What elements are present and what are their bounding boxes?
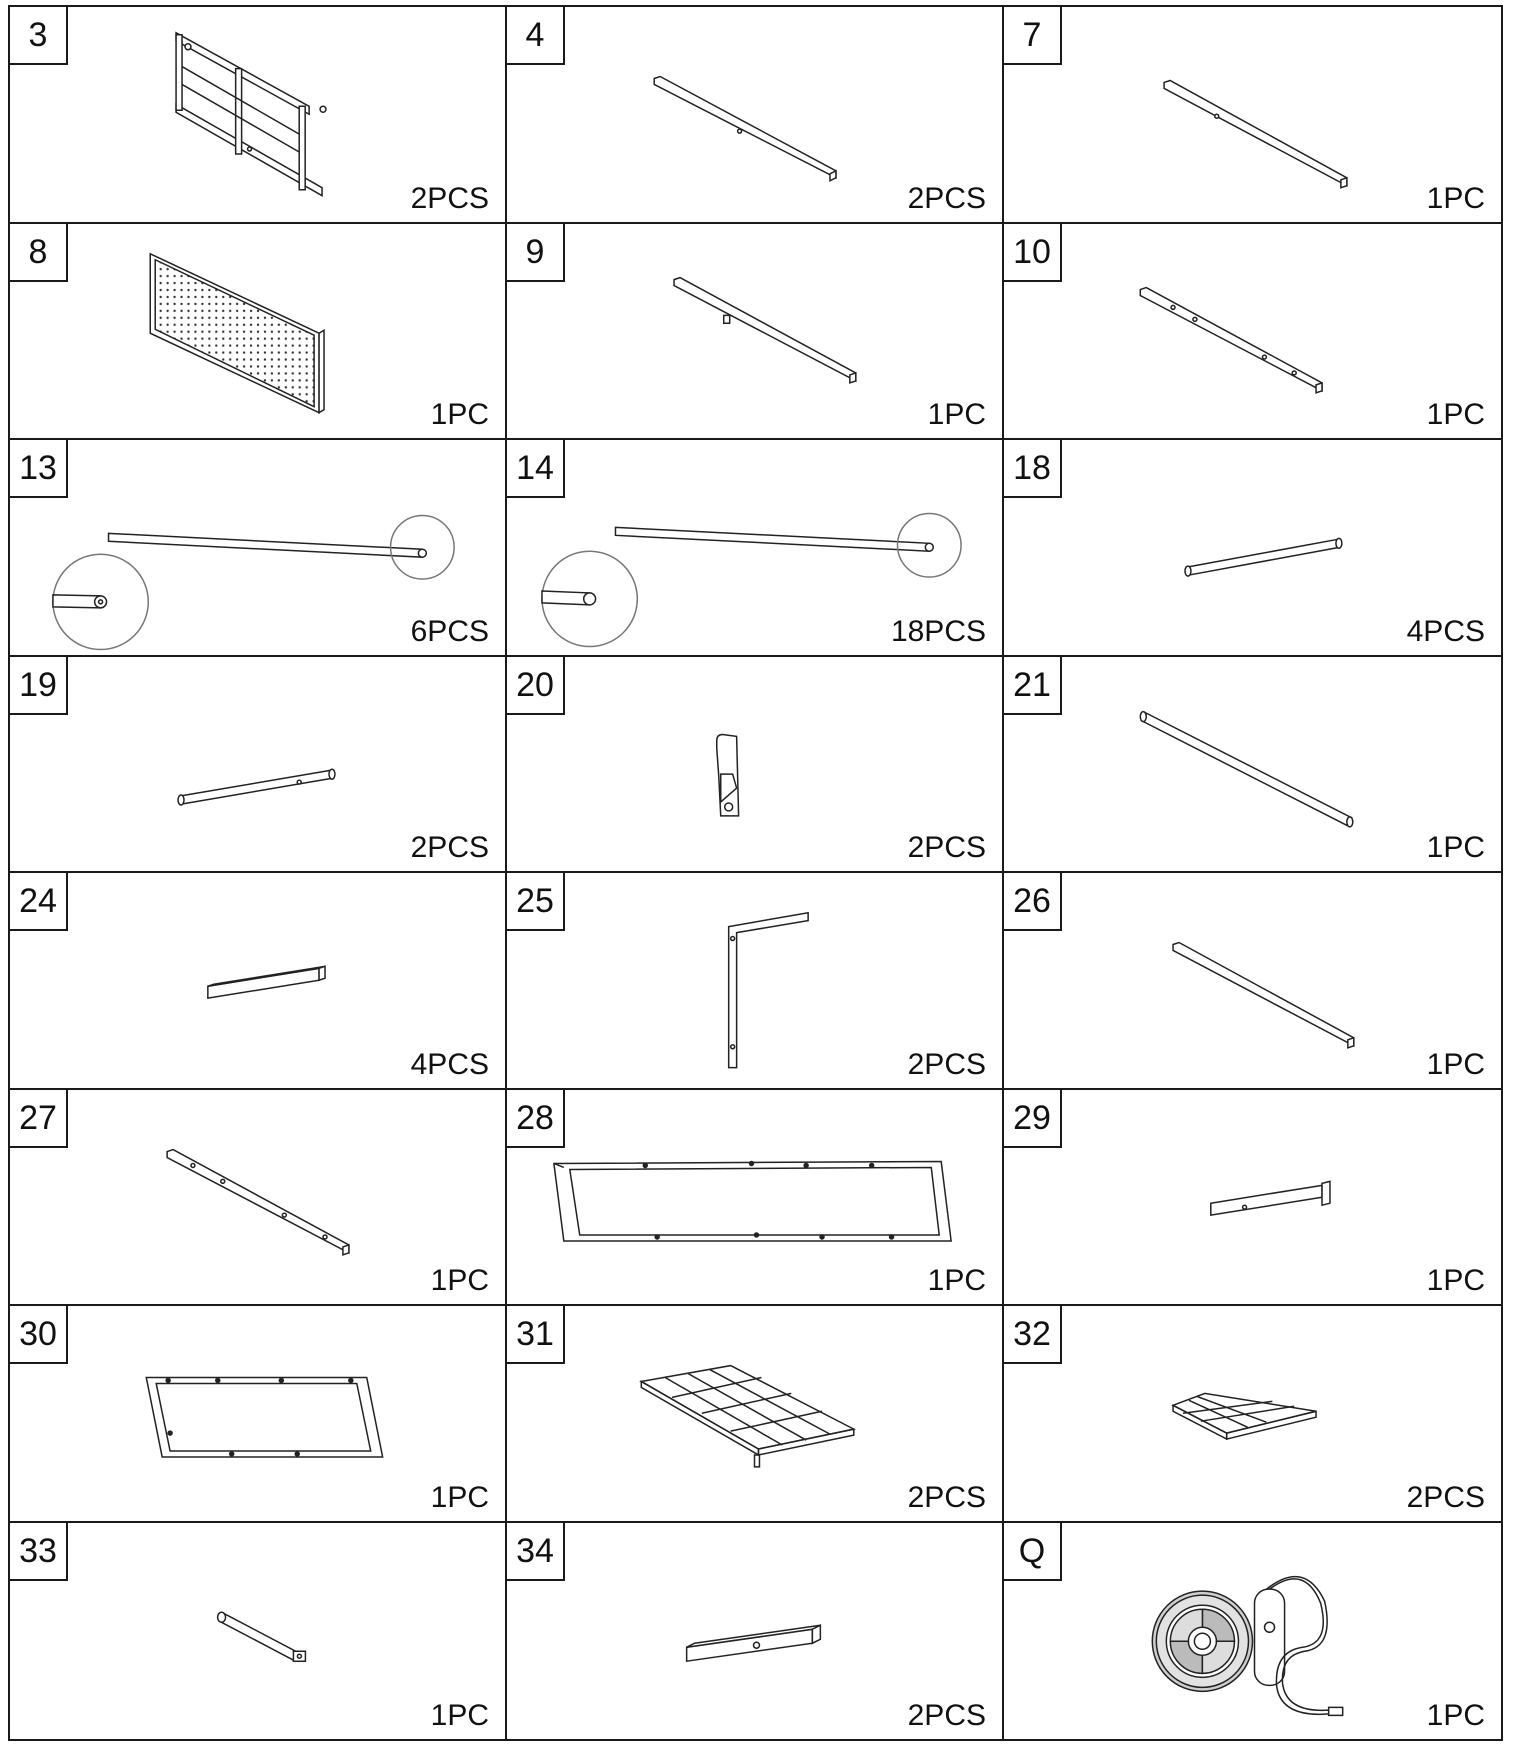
part-number: 27 [10, 1089, 68, 1148]
part-cell-13: 13 6PCS [10, 440, 507, 657]
part-cell-7: 7 1PC [1004, 7, 1501, 224]
quantity: 1PC [927, 1264, 986, 1297]
quantity: 1PC [1426, 1699, 1485, 1732]
quantity: 2PCS [907, 1047, 986, 1081]
quantity: 4PCS [410, 1047, 489, 1081]
quantity: 2PCS [907, 1699, 986, 1732]
part-cell-31: 31 2PCS [507, 1306, 1004, 1523]
part-number: 13 [10, 440, 68, 498]
part-cell-8: 8 1PC [10, 223, 507, 440]
hook-bracket-icon [507, 657, 1002, 872]
short-rod-with-fitting-icon [10, 1523, 505, 1740]
part-number: 7 [1004, 7, 1062, 65]
part-cell-10: 10 1PC [1004, 223, 1501, 440]
quantity: 1PC [430, 1480, 489, 1514]
quantity: 1PC [1426, 1264, 1485, 1297]
quantity: 1PC [1426, 831, 1485, 864]
part-cell-20: 20 2PCS [507, 656, 1004, 873]
part-cell-14: 14 18PCS [507, 440, 1004, 657]
part-number: 21 [1004, 656, 1062, 715]
part-number: 33 [10, 1522, 68, 1581]
quantity: 1PC [430, 1264, 489, 1297]
long-tube-with-detail-icon [507, 440, 1002, 655]
quantity: 1PC [927, 398, 986, 431]
part-number: 18 [1004, 440, 1062, 498]
part-cell-18: 18 4PCS [1004, 440, 1501, 657]
quantity: 6PCS [410, 614, 489, 648]
part-cell-9: 9 1PC [507, 223, 1004, 440]
led-strip-reel-with-controller-icon [1004, 1523, 1501, 1740]
quantity: 1PC [430, 1699, 489, 1732]
part-number: 9 [507, 223, 565, 282]
short-square-bar-icon [10, 873, 505, 1088]
square-bar-icon [507, 7, 1002, 222]
part-cell-33: 33 1PC [10, 1522, 507, 1740]
part-number: 24 [10, 873, 68, 931]
quantity: 4PCS [1406, 614, 1485, 648]
quantity: 2PCS [410, 181, 489, 215]
part-cell-26: 26 1PC [1004, 873, 1501, 1090]
part-number: 10 [1004, 223, 1062, 282]
part-number: 28 [507, 1089, 565, 1148]
long-rod-icon [1004, 657, 1501, 872]
quantity: 2PCS [907, 831, 986, 864]
pegboard-panel-icon [10, 224, 505, 439]
part-cell-34: 34 2PCS [507, 1522, 1004, 1740]
short-tube-with-hole-icon [10, 657, 505, 872]
quantity: 1PC [1426, 398, 1485, 431]
part-cell-4: 4 2PCS [507, 7, 1004, 224]
short-tube-icon [1004, 440, 1501, 655]
quantity: 18PCS [890, 614, 986, 648]
part-cell-q: Q 1PC [1004, 1522, 1501, 1740]
part-number: 14 [507, 440, 565, 498]
part-number: 30 [10, 1306, 68, 1364]
part-cell-28: 28 1PC [507, 1089, 1004, 1306]
part-cell-32: 32 2PCS [1004, 1306, 1501, 1523]
part-cell-3: 3 2PCS [10, 7, 507, 224]
large-rectangular-frame-icon [507, 1090, 1002, 1305]
part-cell-30: 30 1PC [10, 1306, 507, 1523]
part-number: 20 [507, 656, 565, 715]
part-number: 32 [1004, 1306, 1062, 1364]
part-cell-25: 25 2PCS [507, 873, 1004, 1090]
square-bar-icon [1004, 873, 1501, 1088]
quantity: 1PC [1426, 181, 1485, 215]
square-bar-with-holes-icon [1004, 224, 1501, 439]
square-bar-with-hole-icon [1004, 7, 1501, 222]
part-number: 4 [507, 7, 565, 65]
l-shaped-bracket-icon [507, 873, 1002, 1088]
quantity: 2PCS [1406, 1480, 1485, 1514]
square-bar-with-hole-icon [507, 1523, 1002, 1740]
part-cell-21: 21 1PC [1004, 656, 1501, 873]
parts-list-grid: 3 2PCS 4 2PCS [8, 5, 1503, 1741]
part-number: 19 [10, 656, 68, 715]
long-tube-with-detail-icon [10, 440, 505, 655]
part-number: 31 [507, 1306, 565, 1364]
part-number: 3 [10, 7, 68, 65]
part-cell-24: 24 4PCS [10, 873, 507, 1090]
quantity: 1PC [430, 398, 489, 431]
bar-with-end-bracket-icon [1004, 1090, 1501, 1305]
part-number: 29 [1004, 1089, 1062, 1148]
part-number: 25 [507, 873, 565, 931]
quantity: 1PC [1426, 1047, 1485, 1081]
wire-grid-shelf-icon [507, 1306, 1002, 1521]
part-number: 26 [1004, 873, 1062, 931]
part-number: 8 [10, 223, 68, 282]
part-number: 34 [507, 1522, 565, 1581]
quantity: 2PCS [907, 1480, 986, 1514]
side-ladder-frame-icon [10, 7, 505, 222]
part-number: Q [1004, 1522, 1062, 1581]
square-bar-with-bracket-icon [507, 224, 1002, 439]
small-wire-grid-shelf-icon [1004, 1306, 1501, 1521]
rectangular-frame-icon [10, 1306, 505, 1521]
quantity: 2PCS [907, 181, 986, 215]
part-cell-19: 19 2PCS [10, 656, 507, 873]
part-cell-27: 27 1PC [10, 1089, 507, 1306]
part-cell-29: 29 1PC [1004, 1089, 1501, 1306]
square-bar-with-holes-icon [10, 1090, 505, 1305]
quantity: 2PCS [410, 831, 489, 864]
